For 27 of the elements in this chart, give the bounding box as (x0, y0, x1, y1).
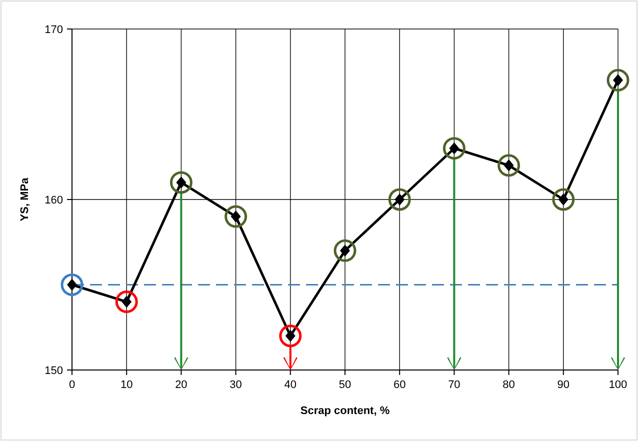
y-tick-label: 150 (44, 365, 63, 377)
x-tick-label: 0 (68, 379, 76, 391)
x-tick-label: 20 (175, 379, 188, 391)
point (115, 290, 138, 314)
y-tick-label: 170 (44, 24, 63, 36)
y-axis-title: YS, MPa (19, 176, 31, 222)
x-tick-label: 80 (502, 379, 515, 391)
point (224, 205, 248, 228)
point (388, 188, 411, 211)
x-tick-label: 40 (284, 379, 297, 391)
point (279, 324, 302, 348)
point (334, 239, 356, 262)
point (60, 274, 84, 296)
x-axis-title: Scrap content, % (300, 405, 390, 417)
x-tick-label: 70 (448, 379, 460, 391)
x-tick-label: 10 (120, 379, 133, 391)
x-tick-label: 100 (608, 379, 628, 391)
point (606, 68, 630, 92)
x-tick-label: 90 (557, 379, 570, 391)
y-tick-label: 160 (44, 194, 63, 206)
x-tick-label: 60 (393, 379, 406, 391)
point (442, 137, 466, 160)
point (170, 171, 192, 194)
x-tick-label: 50 (338, 379, 352, 391)
x-tick-label: 30 (230, 379, 242, 391)
point (498, 154, 520, 177)
point (552, 188, 575, 211)
